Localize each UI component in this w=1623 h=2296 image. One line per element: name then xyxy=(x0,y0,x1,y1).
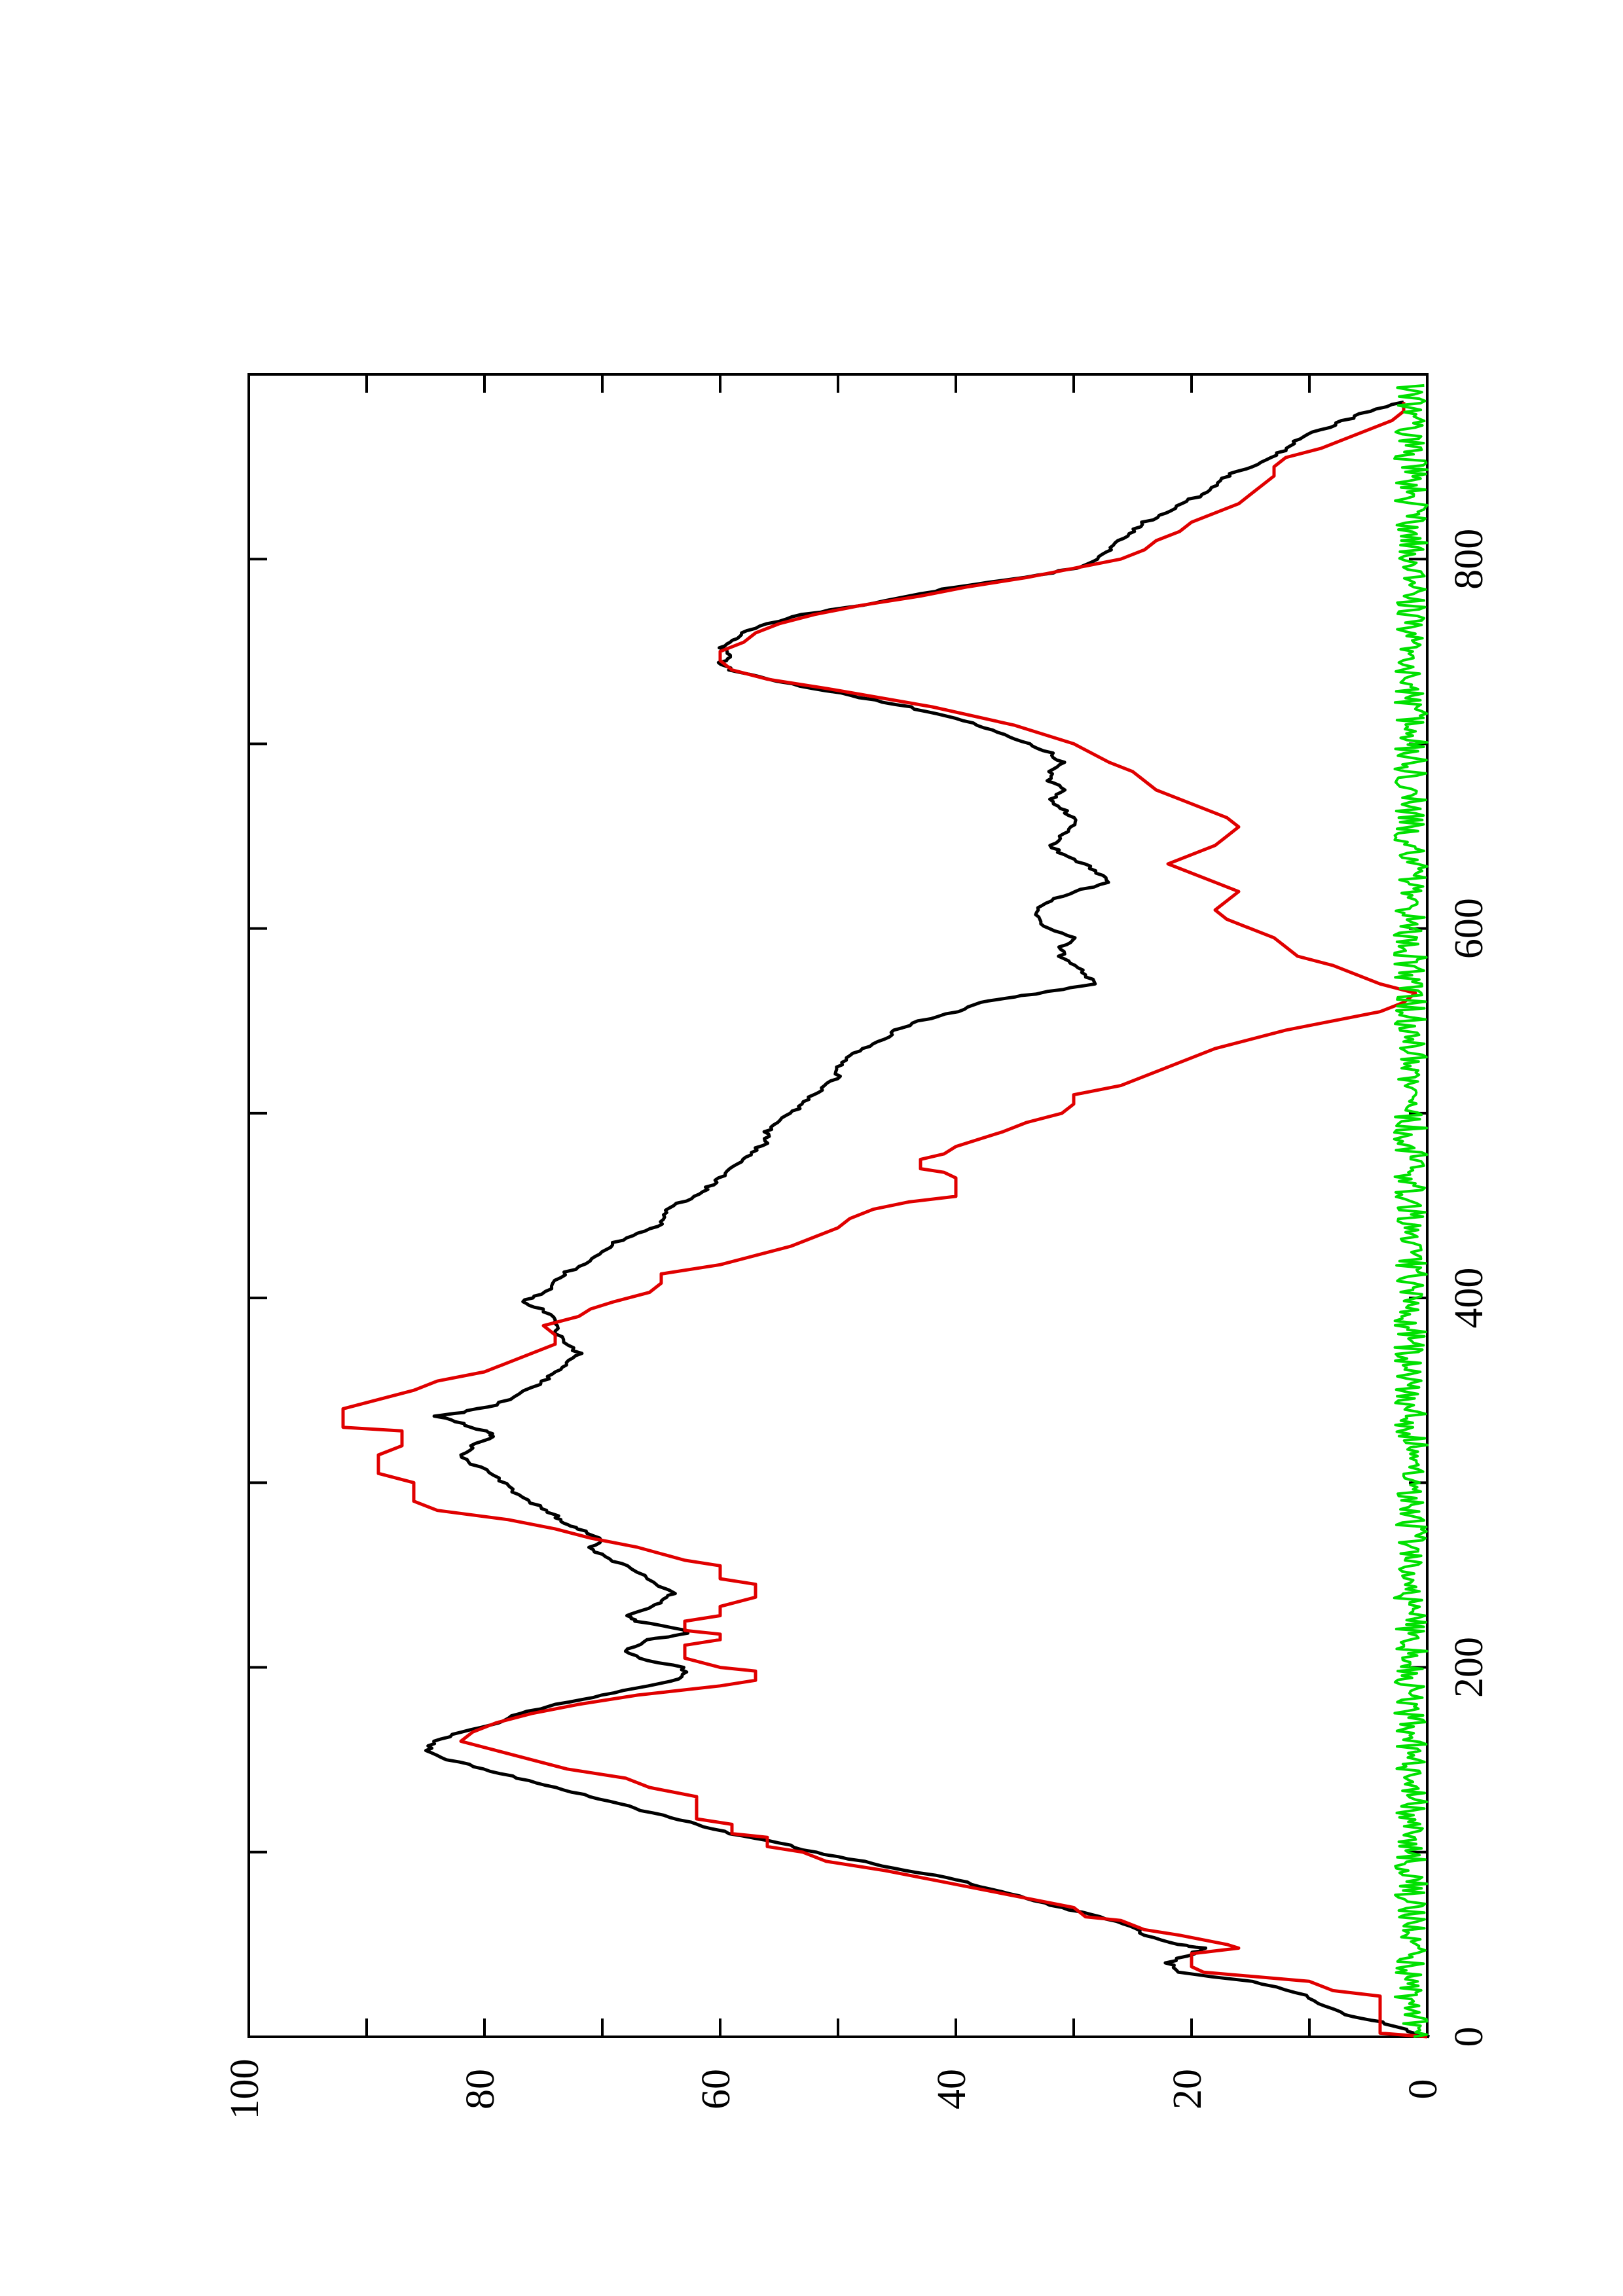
x-tick-label: 800 xyxy=(1447,529,1491,590)
plot-frame xyxy=(247,373,1429,2038)
series-line-2 xyxy=(1393,384,1429,2038)
y-tick-label: 100 xyxy=(223,2059,267,2120)
series-line-0 xyxy=(424,400,1431,2039)
y-tick-label: 0 xyxy=(1401,2079,1446,2100)
y-tick-label: 80 xyxy=(458,2069,503,2109)
tick-group xyxy=(247,373,1429,2038)
y-tick-label: 60 xyxy=(694,2069,739,2109)
y-tick-label: 20 xyxy=(1165,2069,1210,2109)
x-tick-label: 200 xyxy=(1447,1637,1491,1698)
x-tick-label: 600 xyxy=(1447,898,1491,959)
series-line-1 xyxy=(341,402,1428,2039)
x-tick-label: 0 xyxy=(1447,2027,1491,2047)
x-tick-label: 400 xyxy=(1447,1268,1491,1329)
series-group xyxy=(341,384,1431,2039)
y-tick-label: 40 xyxy=(930,2069,974,2109)
tick-label-group: 0 200 400 600 800 0 20 40 60 80 100 xyxy=(223,529,1491,2120)
